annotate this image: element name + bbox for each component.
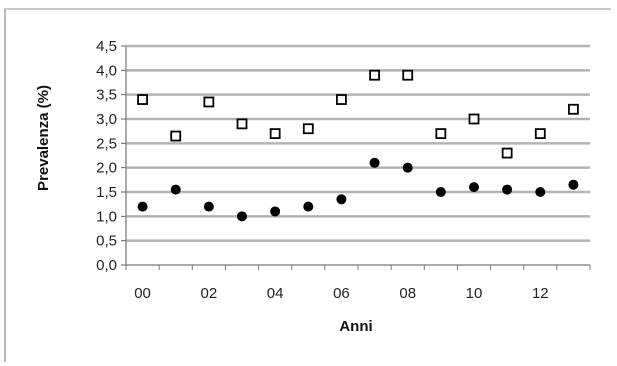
data-point-square (534, 128, 546, 140)
y-axis-title: Prevalenza (%) (35, 85, 52, 191)
y-tick-label: 3,0 (96, 111, 117, 128)
data-point-circle (502, 184, 513, 195)
data-point-square (170, 130, 182, 142)
data-point-circle (336, 194, 347, 205)
data-point-square (369, 69, 380, 81)
data-point-square (203, 96, 215, 108)
chart-frame (4, 8, 611, 362)
y-tick-label: 4,0 (96, 62, 117, 79)
data-point-circle (535, 187, 546, 197)
data-point-circle (402, 162, 413, 173)
y-tick-label: 0,0 (96, 257, 117, 274)
data-points (137, 69, 579, 222)
data-point-square (435, 128, 447, 140)
x-tick-labels: 00 02 04 06 08 10 12 (134, 285, 548, 302)
data-point-square (468, 113, 480, 125)
y-tick-labels: 0,0 0,5 1,0 1,5 2,0 2,5 3,0 3,5 4,0 4,5 (96, 38, 117, 274)
data-point-circle (237, 211, 247, 222)
data-point-circle (369, 157, 380, 168)
x-axis-title: Anni (339, 318, 372, 335)
data-point-square (236, 118, 248, 130)
x-tick-label: 04 (267, 285, 284, 302)
data-point-circle (137, 201, 148, 212)
data-point-square (402, 69, 414, 81)
y-tick-label: 1,0 (96, 208, 117, 225)
data-point-circle (203, 201, 214, 212)
y-tick-label: 2,5 (96, 135, 117, 152)
data-point-square (302, 123, 314, 135)
axes (121, 45, 591, 270)
x-tick-label: 02 (201, 285, 218, 302)
data-point-circle (469, 182, 479, 193)
x-tick-label: 12 (532, 285, 549, 302)
x-tick-label: 00 (134, 285, 151, 302)
data-point-circle (435, 187, 446, 197)
gridlines (126, 44, 590, 242)
x-tick-label: 10 (466, 285, 483, 302)
data-point-circle (270, 206, 281, 217)
y-tick-label: 4,5 (96, 38, 117, 55)
data-point-circle (568, 179, 579, 190)
y-tick-label: 0,5 (96, 233, 117, 250)
x-tick-label: 06 (333, 285, 350, 302)
y-tick-label: 3,5 (96, 87, 117, 104)
y-tick-label: 1,5 (96, 184, 117, 201)
y-tick-label: 2,0 (96, 160, 117, 177)
data-point-square (501, 147, 513, 159)
x-tick-label: 08 (399, 285, 416, 302)
data-point-square (568, 103, 579, 115)
data-point-square (269, 128, 281, 140)
data-point-circle (303, 201, 314, 212)
data-point-square (137, 94, 148, 105)
data-point-circle (170, 184, 181, 195)
data-point-square (336, 94, 347, 105)
